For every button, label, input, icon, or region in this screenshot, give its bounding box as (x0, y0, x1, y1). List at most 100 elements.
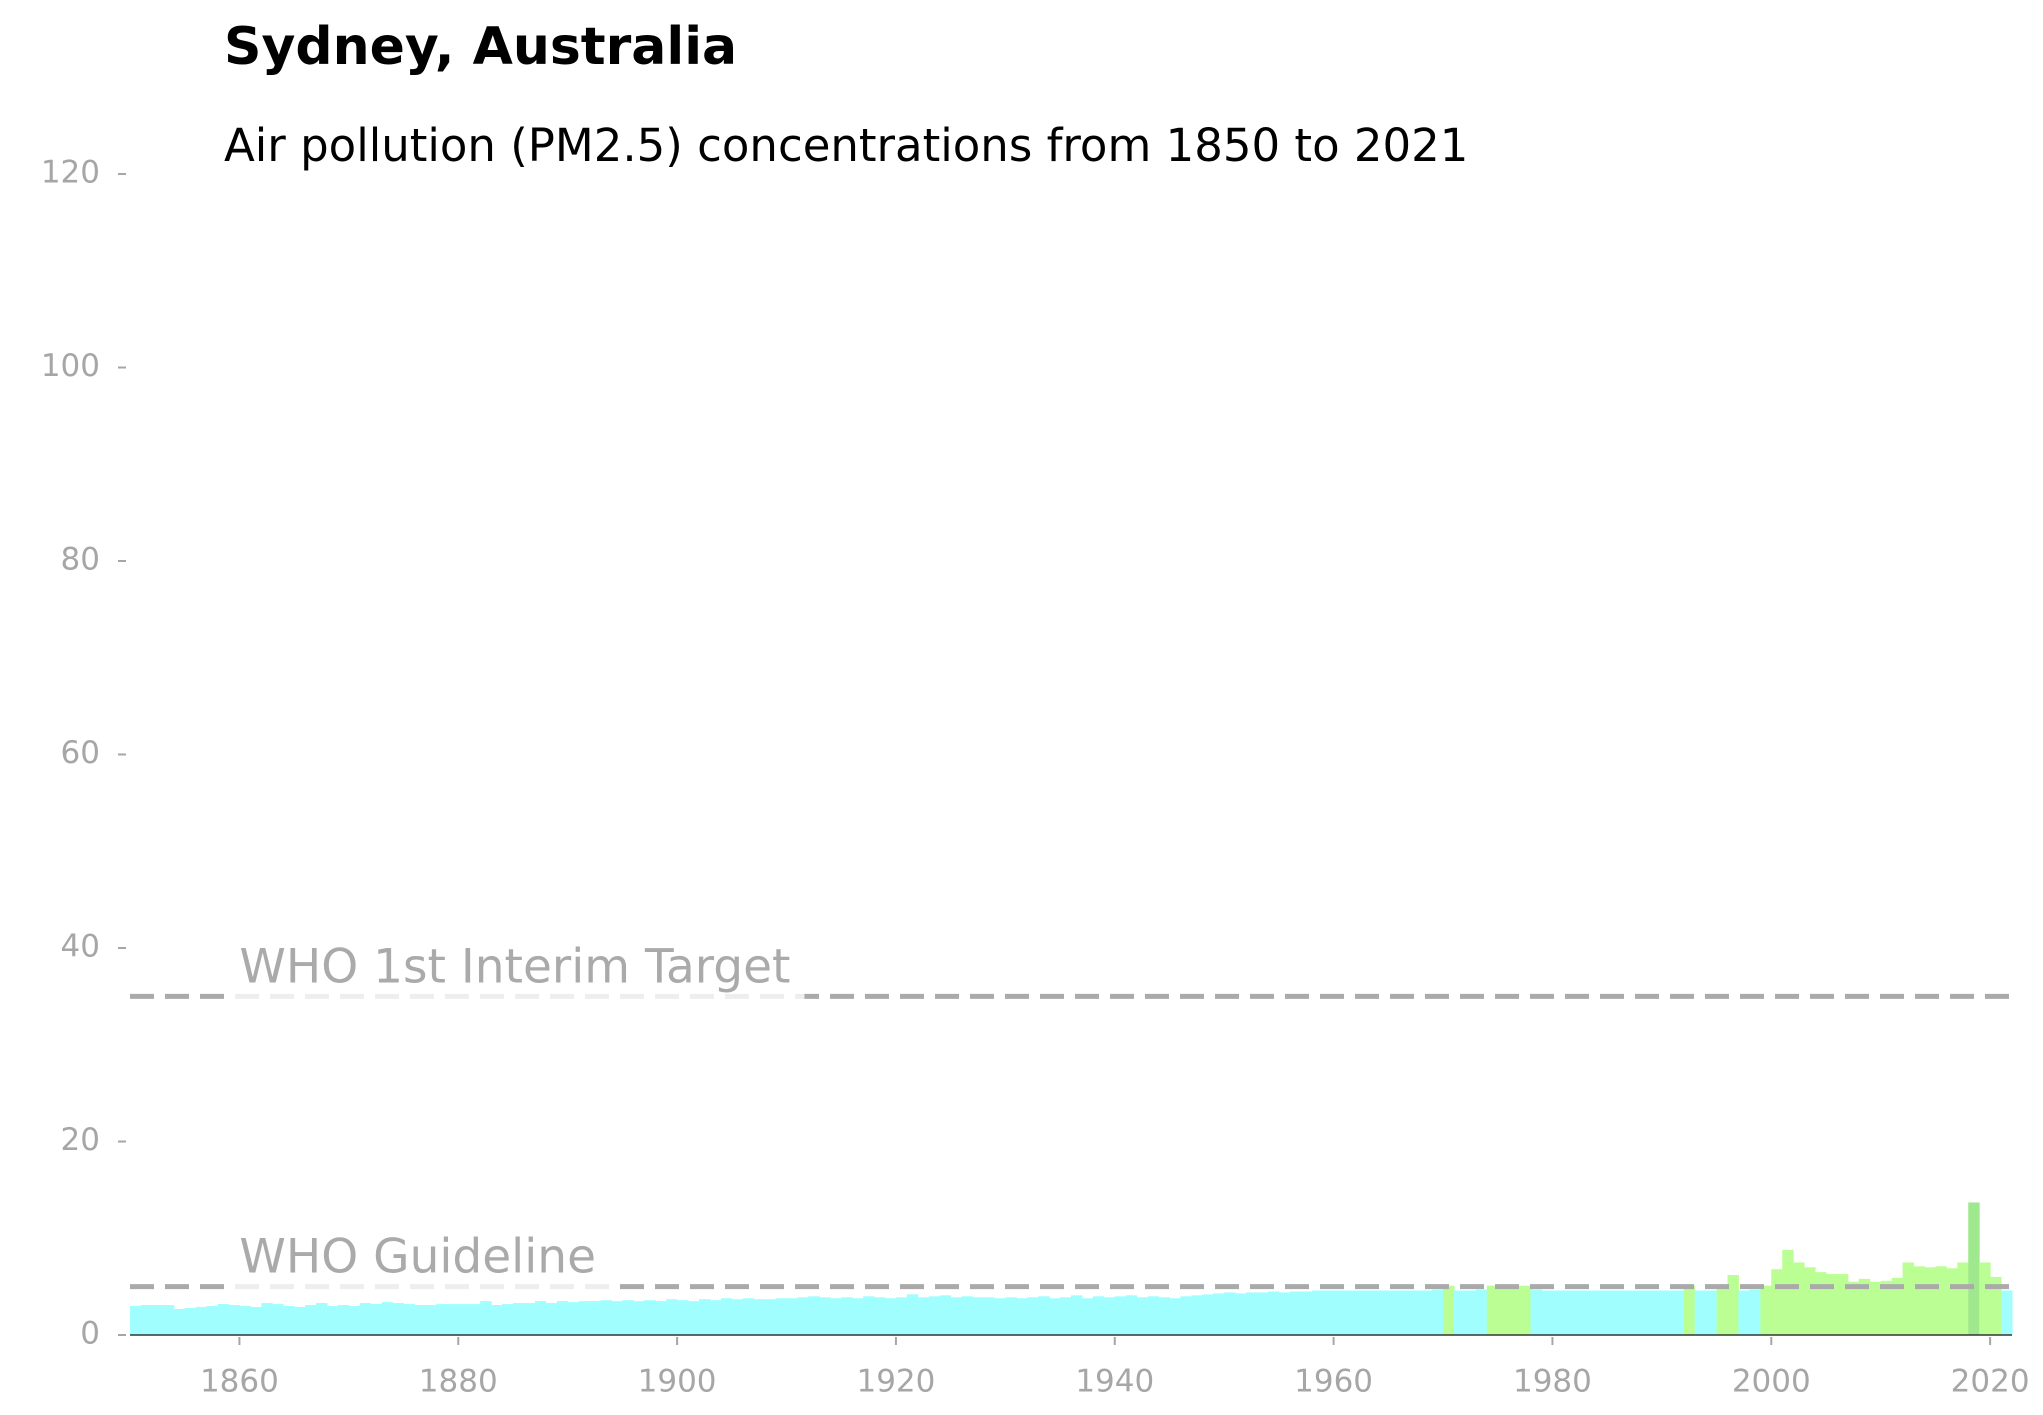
x-tick-label: 2020 (1951, 1364, 2030, 1400)
bar (392, 1303, 405, 1335)
bar (272, 1304, 284, 1335)
bar (1650, 1290, 1663, 1335)
bar (1497, 1285, 1510, 1335)
bar (1235, 1293, 1247, 1335)
bar (1289, 1291, 1302, 1335)
bar (1453, 1290, 1466, 1335)
bar (447, 1304, 459, 1335)
x-tick-label: 2000 (1732, 1364, 1811, 1400)
bar (1278, 1292, 1291, 1335)
chart-subtitle: Air pollution (PM2.5) concentrations fro… (224, 119, 1468, 172)
bar (1891, 1277, 1904, 1335)
bar (1990, 1276, 2002, 1335)
bar (1847, 1281, 1860, 1335)
bar (852, 1298, 864, 1335)
bar (1552, 1290, 1564, 1335)
bar (1103, 1297, 1116, 1335)
bar (151, 1305, 164, 1335)
y-tick-label: 20 (61, 1122, 100, 1158)
bar (1213, 1293, 1225, 1335)
bar (611, 1301, 623, 1335)
bar (972, 1297, 984, 1335)
bar (983, 1297, 995, 1335)
bar (1924, 1267, 1936, 1335)
bar (1443, 1285, 1455, 1335)
bar (1333, 1290, 1346, 1335)
bar (644, 1300, 656, 1335)
x-tick-label: 1960 (1294, 1364, 1373, 1400)
bar (1224, 1292, 1236, 1335)
bar (1825, 1274, 1838, 1335)
bar (1464, 1290, 1477, 1335)
bar (1541, 1290, 1553, 1335)
bar (1027, 1297, 1039, 1335)
bar (403, 1304, 415, 1335)
bar (1191, 1295, 1203, 1335)
bar (359, 1303, 372, 1335)
bar (600, 1300, 612, 1335)
bar (1180, 1296, 1192, 1335)
bar (622, 1300, 634, 1335)
bar (1804, 1267, 1816, 1335)
bar (425, 1305, 437, 1335)
reference-label-background (225, 1229, 611, 1293)
bar (1377, 1290, 1389, 1335)
bar (1935, 1266, 1947, 1335)
bar (1585, 1290, 1597, 1335)
bar (1716, 1285, 1729, 1335)
bar (294, 1306, 306, 1335)
bar (1749, 1289, 1761, 1335)
bar (1661, 1290, 1674, 1335)
bar (1136, 1297, 1149, 1335)
x-tick-label: 1940 (1075, 1364, 1154, 1400)
bar (1366, 1290, 1378, 1335)
bar (1421, 1290, 1433, 1335)
bar (1629, 1290, 1641, 1335)
y-tick-label: 40 (61, 929, 100, 965)
bar (261, 1303, 273, 1335)
bar (1311, 1290, 1324, 1335)
bar (1957, 1262, 1969, 1335)
bar (348, 1305, 361, 1335)
bar (1344, 1290, 1356, 1335)
bar (1596, 1290, 1608, 1335)
bar (239, 1305, 251, 1335)
reference-label: WHO 1st Interim Target (239, 939, 790, 994)
bar (1727, 1275, 1739, 1335)
bar (1771, 1269, 1783, 1335)
bar (1125, 1295, 1138, 1335)
bar (502, 1304, 514, 1335)
bar (1158, 1297, 1170, 1335)
bar (1738, 1290, 1750, 1335)
bar (469, 1304, 481, 1335)
bar (1355, 1290, 1367, 1335)
bar (206, 1305, 219, 1335)
bar (1694, 1290, 1707, 1335)
bar (217, 1304, 229, 1335)
bar (731, 1299, 744, 1335)
bar (1202, 1294, 1214, 1335)
bar (808, 1296, 820, 1335)
chart-title: Sydney, Australia (224, 17, 737, 77)
bar (1092, 1296, 1105, 1335)
bar (1322, 1290, 1335, 1335)
bar (250, 1306, 262, 1335)
bar (567, 1302, 580, 1335)
bar (1968, 1202, 1980, 1335)
bar (337, 1305, 350, 1335)
y-tick-label: 120 (41, 155, 100, 191)
bar (742, 1298, 755, 1335)
y-tick-label: 0 (80, 1316, 100, 1352)
bar (326, 1305, 339, 1335)
bar (162, 1305, 175, 1335)
bar (1005, 1297, 1017, 1335)
bar (1267, 1291, 1280, 1335)
x-tick-label: 1900 (638, 1364, 717, 1400)
bar (1486, 1285, 1499, 1335)
bar (1815, 1272, 1827, 1335)
reference-label: WHO Guideline (239, 1230, 596, 1285)
bar (534, 1301, 547, 1335)
bar (906, 1294, 919, 1335)
bar (764, 1299, 777, 1335)
bar (994, 1298, 1006, 1335)
